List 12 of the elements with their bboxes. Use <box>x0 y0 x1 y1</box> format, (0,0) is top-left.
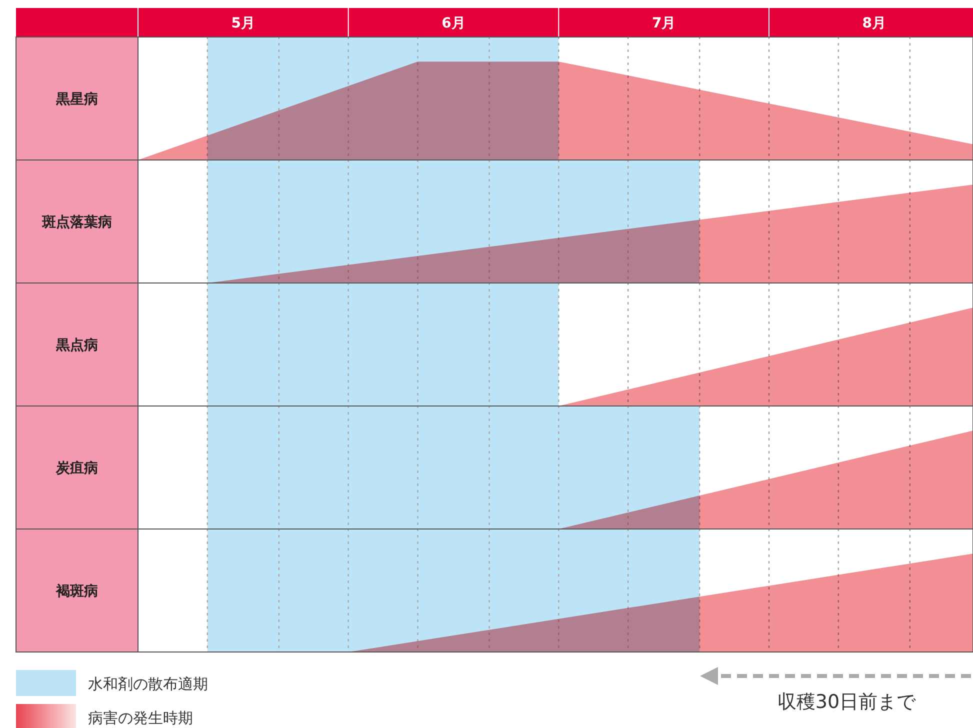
x-tick-label: 8月 <box>862 16 886 32</box>
y-axis-title: 炭疽病 <box>55 460 98 476</box>
x-tick-label: 5月 <box>231 16 256 32</box>
legend-label: 病害の発生時期 <box>88 709 193 727</box>
y-axis-title: 黒星病 <box>55 90 98 108</box>
y-axis-title: 黒点病 <box>55 336 98 354</box>
legend-label: 水和剤の散布適期 <box>88 675 208 693</box>
x-tick-label: 6月 <box>442 16 466 32</box>
y-axis-title: 斑点落葉病 <box>41 214 112 230</box>
text: 収穫30日前まで <box>777 691 917 713</box>
x-tick-label: 7月 <box>652 16 676 32</box>
y-axis-title: 褐斑病 <box>55 582 98 600</box>
